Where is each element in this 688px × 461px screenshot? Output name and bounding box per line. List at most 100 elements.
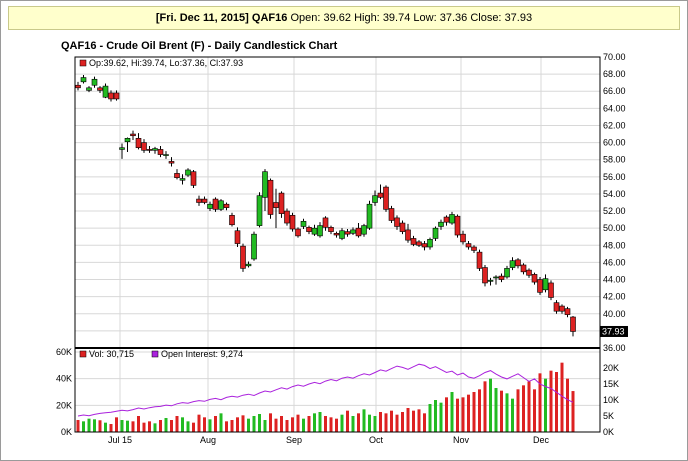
oi-tick-label: 15K	[603, 379, 619, 389]
candle-body	[207, 203, 213, 209]
volume-bar	[313, 413, 316, 432]
price-candle	[91, 76, 98, 88]
price-candle	[124, 137, 131, 153]
last-price-label: 37.93	[602, 326, 625, 336]
candle-body	[416, 241, 422, 246]
price-candle	[548, 280, 554, 301]
candle-body	[361, 225, 367, 235]
volume-bar	[346, 410, 349, 432]
candle-body	[130, 133, 136, 137]
price-candle	[383, 185, 389, 212]
banner-close-label: Close:	[470, 12, 502, 24]
candle-body	[311, 227, 318, 235]
price-candle	[284, 208, 290, 226]
candle-body	[333, 233, 340, 236]
candle-body	[75, 84, 81, 89]
price-candle	[135, 133, 142, 150]
volume-bar	[164, 418, 168, 432]
open-interest-axis-ticks: 20K 15K 10K 5K 0K	[603, 363, 619, 437]
volume-axis-ticks-left: 60K 40K 20K 0K	[56, 347, 72, 437]
date-tick-label: Oct	[369, 435, 384, 445]
volume-bar	[423, 413, 426, 432]
price-candle	[405, 223, 411, 243]
price-tick-label: 46.00	[603, 257, 626, 267]
candle-body	[262, 171, 268, 198]
price-candle	[377, 184, 384, 200]
banner-high-value: 39.74	[382, 12, 411, 24]
volume-bar	[181, 417, 184, 432]
price-candle	[207, 201, 213, 212]
price-candle	[504, 265, 510, 279]
volume-bar	[126, 420, 129, 432]
price-candle	[493, 275, 499, 285]
volume-bar	[225, 421, 228, 432]
candle-body	[553, 302, 560, 312]
candle-body	[245, 263, 252, 267]
price-candle	[251, 231, 257, 261]
price-candle	[196, 195, 202, 206]
quote-banner: [Fri. Dec 11, 2015] QAF16 Open: 39.62 Hi…	[8, 6, 680, 30]
price-candle	[163, 151, 169, 159]
price-tick-label: 44.00	[603, 275, 626, 285]
price-candle	[113, 90, 120, 101]
date-axis-ticks: Jul 15 Aug Sep Oct Nov Dec	[108, 435, 550, 445]
candle-body	[251, 233, 257, 260]
volume-bar	[296, 414, 300, 432]
candle-body	[498, 275, 505, 280]
candle-body	[300, 221, 307, 227]
price-legend: Op:39.62, Hi:39.74, Lo:37.36, Cl:37.93	[89, 58, 243, 68]
volume-bar	[384, 413, 388, 432]
volume-bar	[280, 416, 283, 432]
volume-bar	[285, 420, 289, 432]
price-candle	[559, 304, 565, 314]
price-candles	[75, 74, 576, 337]
price-candle	[471, 245, 477, 253]
price-candle	[416, 240, 422, 248]
banner-low-value: 37.36	[439, 12, 468, 24]
price-candle	[311, 224, 318, 236]
volume-bar	[203, 417, 206, 432]
volume-bar	[390, 410, 393, 432]
candle-body	[284, 210, 290, 224]
volume-bar	[87, 418, 91, 432]
price-candle	[75, 81, 81, 91]
price-candle	[454, 214, 461, 238]
price-candle	[421, 241, 428, 251]
price-candle	[174, 169, 180, 180]
volume-bar	[566, 378, 569, 432]
volume-bar	[445, 397, 448, 432]
volume-bar	[115, 417, 118, 432]
price-candle	[515, 258, 521, 269]
volume-bar	[500, 390, 503, 432]
price-candle	[350, 227, 356, 236]
volume-bar	[456, 398, 459, 432]
last-price-box	[600, 325, 628, 337]
volume-bar	[467, 394, 470, 432]
price-candle	[399, 220, 406, 235]
banner-high-label: High:	[354, 12, 380, 24]
volume-bar	[357, 413, 360, 432]
price-candle	[344, 229, 351, 237]
price-candle	[570, 315, 576, 337]
candle-body	[454, 215, 461, 236]
volume-bar	[439, 402, 443, 432]
price-candle	[179, 174, 186, 185]
candle-body	[542, 278, 549, 291]
volume-bar	[93, 419, 96, 432]
price-tick-label: 66.00	[603, 86, 626, 96]
price-candle	[427, 237, 433, 250]
candle-body	[229, 215, 235, 226]
banner-low-label: Low:	[413, 12, 437, 24]
candle-body	[306, 227, 312, 232]
price-candle	[295, 227, 301, 238]
volume-bar	[208, 419, 212, 432]
candle-body	[410, 238, 417, 245]
price-candle	[240, 243, 246, 272]
price-tick-label: 70.00	[603, 52, 626, 62]
candle-body	[564, 308, 571, 315]
candle-body	[487, 280, 494, 282]
candle-body	[405, 229, 411, 241]
candle-body	[124, 138, 131, 143]
price-candle	[168, 157, 175, 167]
candle-body	[548, 282, 554, 298]
